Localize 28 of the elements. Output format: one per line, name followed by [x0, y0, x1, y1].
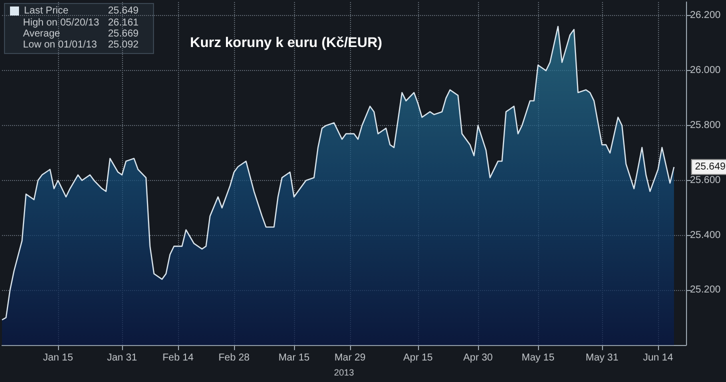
annotation: 25.669	[108, 28, 140, 40]
x-tick-label: Feb 28	[218, 352, 250, 364]
annotation: Low on 01/01/13	[23, 40, 98, 50]
x-tick-label: May 31	[586, 352, 619, 364]
y-tick-label: 25.400	[690, 230, 722, 241]
x-tick-label: Mar 15	[278, 352, 310, 364]
annotation: 25.649	[695, 161, 726, 172]
annotation: High on 05/20/13	[23, 18, 100, 28]
legend-label: Last Price	[24, 6, 69, 16]
annotation: 25.649	[108, 6, 140, 16]
x-tick-label: Jan 31	[106, 352, 138, 364]
x-tick-label: Mar 29	[334, 352, 366, 364]
x-tick-label: Jun 14	[642, 352, 674, 364]
y-tick-label: 26.000	[690, 65, 722, 76]
x-tick-label: Feb 14	[162, 352, 194, 364]
annotation: 26.161	[108, 18, 140, 28]
y-tick-label: 25.600	[690, 174, 722, 186]
y-tick-label: 25.200	[690, 284, 722, 296]
y-tick-label: 26.200	[690, 10, 722, 22]
x-tick-label: Apr 30	[463, 352, 494, 364]
annotation: Average	[23, 28, 61, 40]
x-axis-title: 2013	[334, 368, 354, 378]
y-tick-label: 25.800	[690, 120, 722, 132]
x-tick-label: Jan 15	[42, 352, 74, 364]
x-tick-label: Apr 15	[403, 352, 434, 364]
annotation: 25.092	[108, 40, 140, 50]
text: Kurz koruny k euru (Kč/EUR)	[190, 34, 382, 50]
x-tick-label: May 15	[522, 352, 555, 364]
